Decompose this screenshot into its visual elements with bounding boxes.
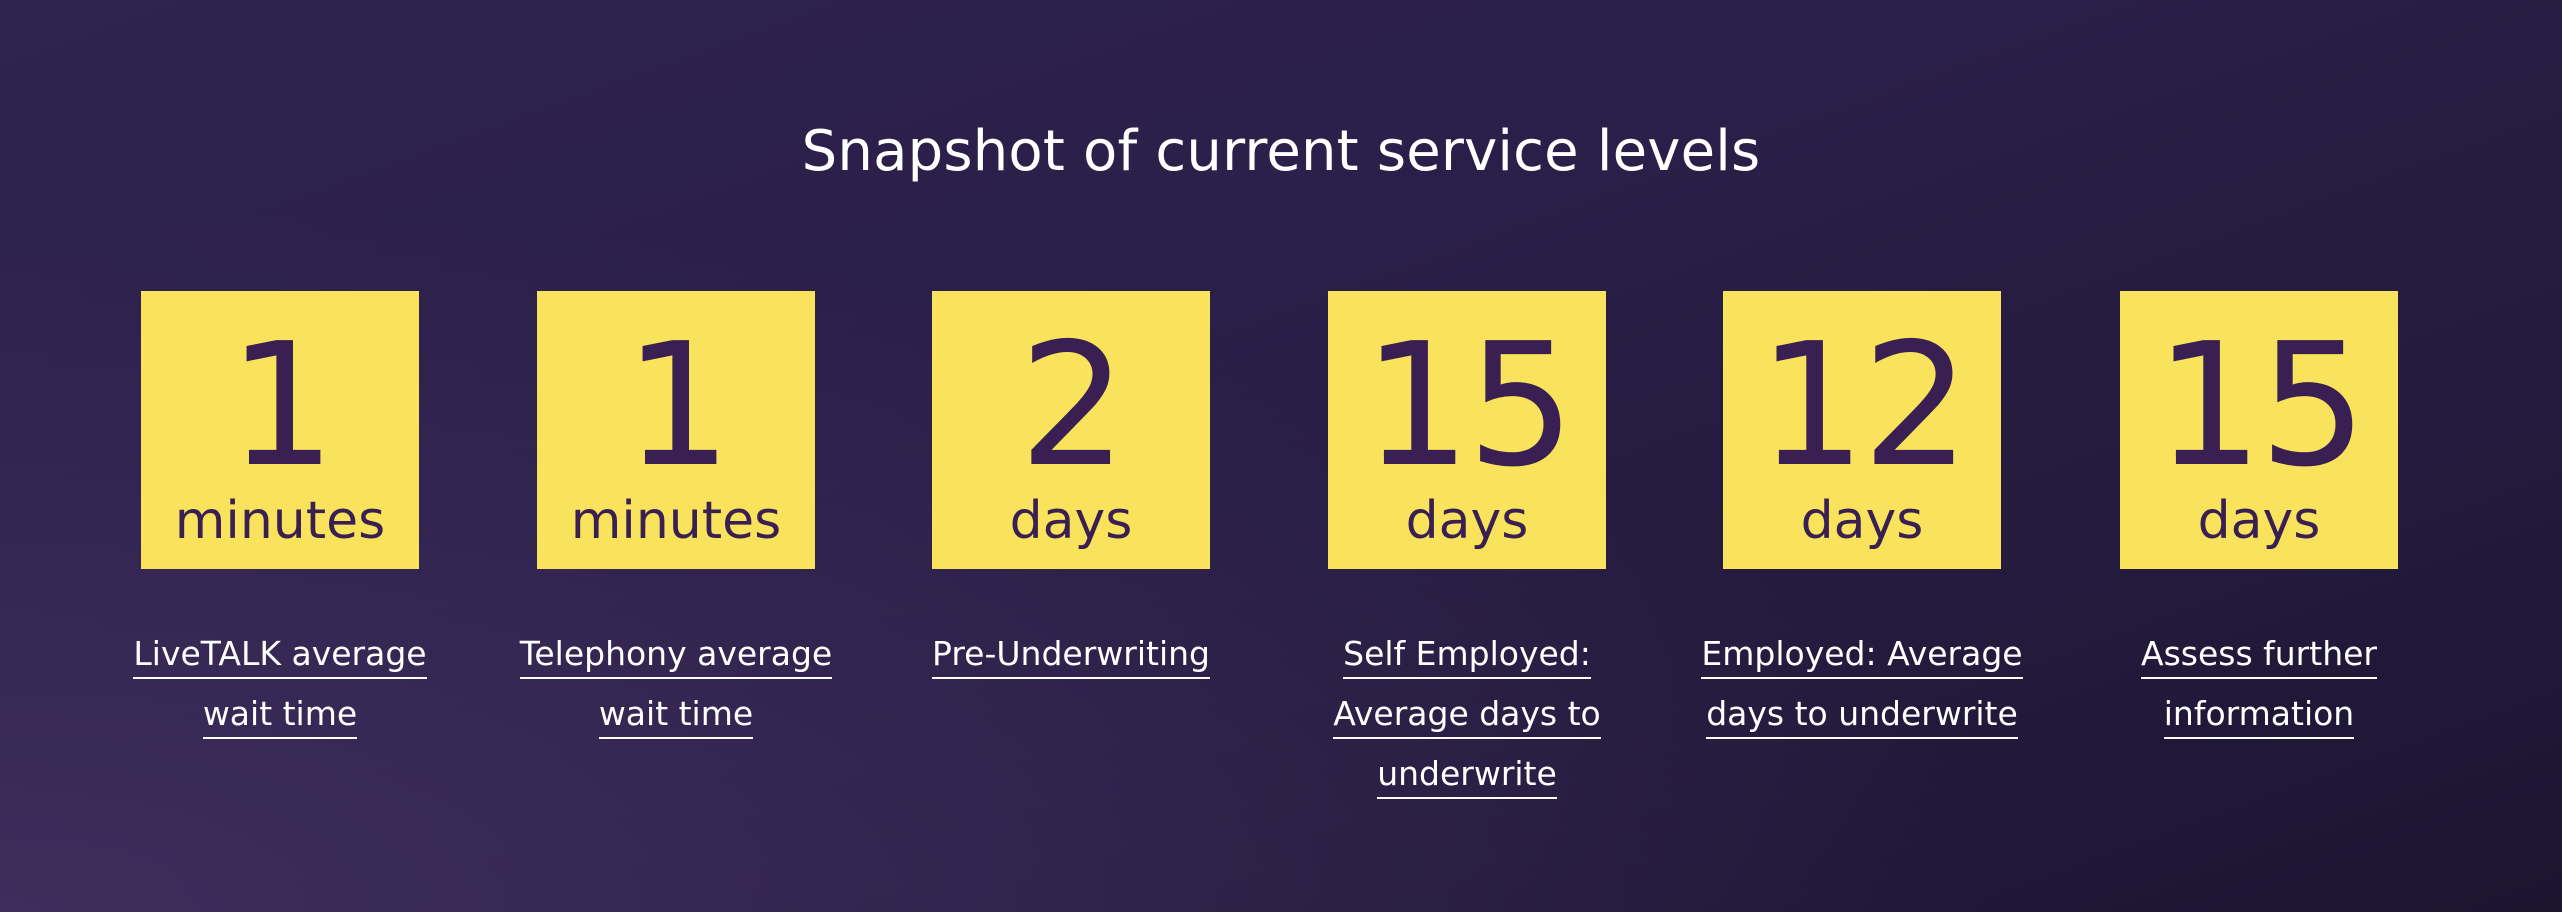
- stat-caption-link-line[interactable]: Pre-Underwriting: [932, 634, 1210, 679]
- stat-value: 12: [1757, 307, 1970, 505]
- stat-unit: days: [1800, 491, 1924, 551]
- stat-caption: Self Employed: Average days to underwrit…: [1267, 624, 1667, 804]
- stat-unit: days: [2197, 491, 2321, 551]
- stat-caption-link-line[interactable]: Self Employed:: [1343, 634, 1591, 679]
- stat-caption: Telephony average wait time: [476, 624, 876, 744]
- stat-caption: Assess further information: [2059, 624, 2459, 744]
- stat-value: 2: [1018, 307, 1127, 505]
- stat-tile: 15 days: [1328, 291, 1606, 569]
- stat-caption-link-line[interactable]: underwrite: [1377, 754, 1557, 799]
- stat-caption-link-line[interactable]: LiveTALK average: [133, 634, 427, 679]
- stat-unit: minutes: [174, 491, 386, 551]
- stat-caption-link-line[interactable]: Employed: Average: [1701, 634, 2023, 679]
- stat-value: 15: [1362, 307, 1575, 505]
- stat-tile: 12 days: [1723, 291, 2001, 569]
- stat-caption-link-line[interactable]: wait time: [202, 694, 358, 739]
- stat-tile: 1 minutes: [141, 291, 419, 569]
- stat-value: 1: [623, 307, 732, 505]
- stat-caption: Employed: Average days to underwrite: [1662, 624, 2062, 744]
- stat-caption: LiveTALK average wait time: [80, 624, 480, 744]
- stat-value: 15: [2154, 307, 2367, 505]
- stat-tile: 2 days: [932, 291, 1210, 569]
- stat-caption: Pre-Underwriting: [871, 624, 1271, 684]
- stat-caption-link-line[interactable]: Average days to: [1333, 694, 1601, 739]
- stat-caption-link-line[interactable]: Assess further: [2141, 634, 2377, 679]
- stat-caption-link-line[interactable]: wait time: [598, 694, 754, 739]
- stats-row: 1 minutes LiveTALK average wait time 1 m…: [0, 291, 2562, 851]
- stat-value: 1: [227, 307, 336, 505]
- stat-unit: days: [1405, 491, 1529, 551]
- stat-caption-link-line[interactable]: Telephony average: [519, 634, 833, 679]
- stat-unit: days: [1009, 491, 1133, 551]
- stat-tile: 15 days: [2120, 291, 2398, 569]
- stat-caption-link-line[interactable]: information: [2163, 694, 2355, 739]
- stat-tile: 1 minutes: [537, 291, 815, 569]
- stat-unit: minutes: [570, 491, 782, 551]
- stat-caption-link-line[interactable]: days to underwrite: [1706, 694, 2018, 739]
- page-title: Snapshot of current service levels: [801, 119, 1761, 184]
